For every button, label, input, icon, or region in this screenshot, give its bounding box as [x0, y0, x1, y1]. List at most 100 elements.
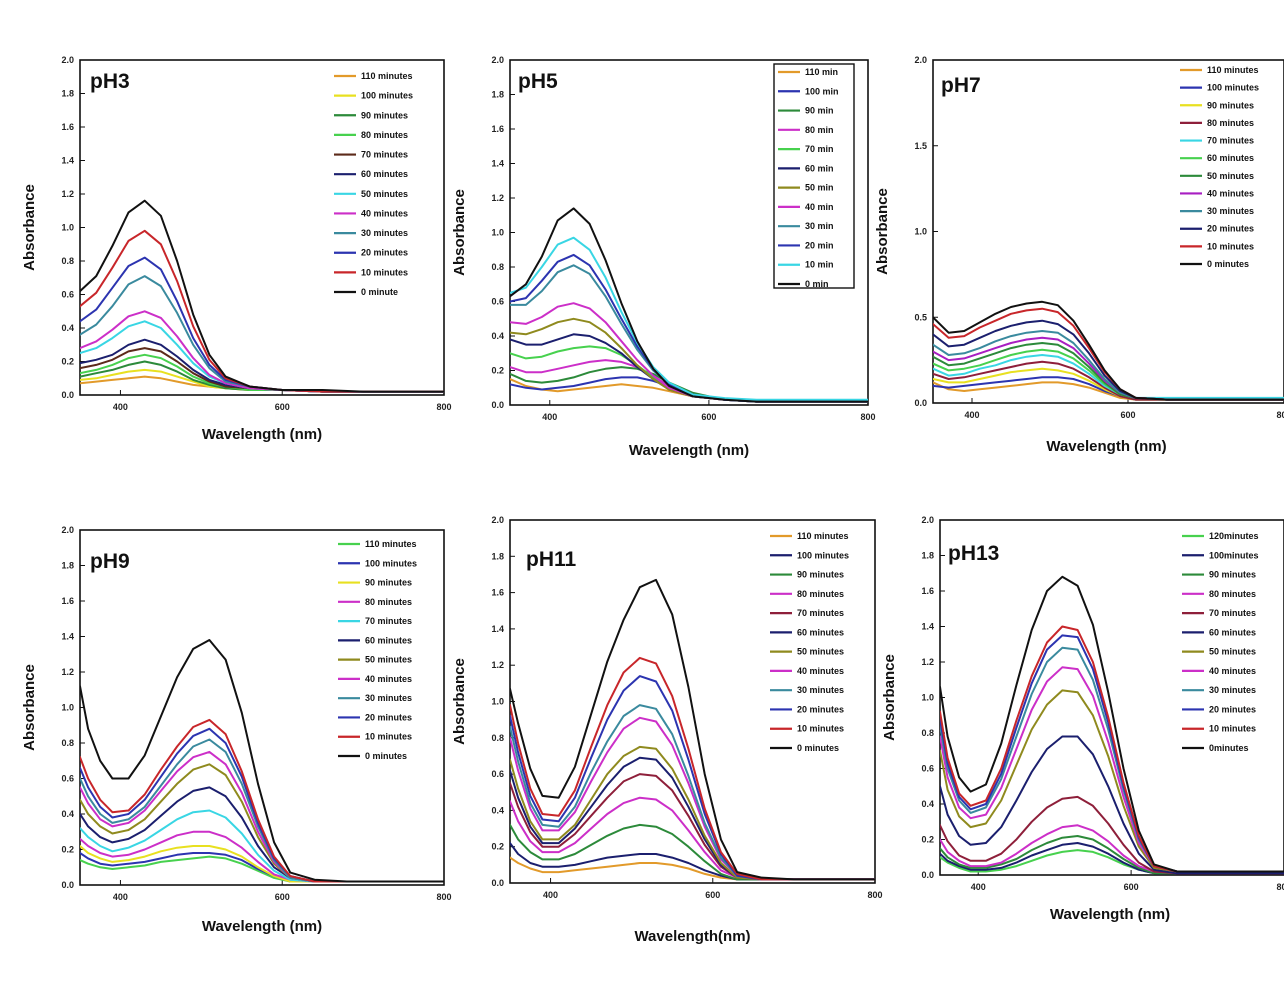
- x-axis-label: Wavelength (nm): [1050, 906, 1170, 923]
- x-tick-label: 600: [705, 890, 720, 900]
- legend-label: 10 minutes: [365, 732, 412, 742]
- y-tick-label: 0.2: [61, 357, 74, 367]
- legend-label: 20 minutes: [797, 704, 844, 714]
- y-tick-label: 0.2: [921, 835, 934, 845]
- y-tick-label: 1.2: [921, 657, 934, 667]
- legend-label: 20 minutes: [1209, 704, 1256, 714]
- series-line: [80, 310, 444, 393]
- legend-label: 30 minutes: [797, 685, 844, 695]
- y-axis-label: Absorbance: [451, 189, 468, 276]
- series-line: [510, 578, 875, 881]
- panel-ph9: 0.0 0.2 0.4 0.6 0.8 1.0 1.2 1.4 1.6 1.8 2.0 400 600 8…: [21, 525, 452, 935]
- legend-label: 10 minutes: [361, 267, 408, 277]
- x-tick-label: 400: [964, 410, 979, 420]
- y-tick-label: 0.0: [921, 870, 934, 880]
- legend-label: 50 minutes: [797, 647, 844, 657]
- panel-ph11: 0.0 0.2 0.4 0.6 0.8 1.0 1.2 1.4 1.6 1.8 2.0 400 600 8…: [451, 515, 883, 945]
- panel-title: pH9: [90, 550, 130, 573]
- y-tick-label: 0.8: [921, 728, 934, 738]
- y-tick-label: 0.6: [491, 769, 504, 779]
- y-tick-label: 0.6: [61, 774, 74, 784]
- panel-title: pH13: [948, 542, 999, 565]
- series-line: [933, 360, 1284, 401]
- legend-label: 40 minutes: [797, 666, 844, 676]
- legend-label: 70 minutes: [1207, 136, 1254, 146]
- y-tick-label: 2.0: [491, 55, 504, 65]
- legend-label: 60 minutes: [1207, 153, 1254, 163]
- legend-label: 100 minutes: [797, 550, 849, 560]
- legend-label: 30 minutes: [1209, 685, 1256, 695]
- y-tick-label: 1.6: [61, 596, 74, 606]
- x-tick-label: 600: [275, 892, 290, 902]
- panel-ph5: 0.0 0.2 0.4 0.6 0.8 1.0 1.2 1.4 1.6 1.8 2.0 400 600 8…: [451, 55, 876, 459]
- y-tick-label: 1.0: [61, 703, 74, 713]
- y-tick-label: 1.6: [921, 586, 934, 596]
- y-tick-label: 0.8: [491, 733, 504, 743]
- x-axis-label: Wavelength(nm): [634, 928, 750, 945]
- legend-label: 90 minutes: [1209, 570, 1256, 580]
- y-tick-label: 0.4: [921, 799, 934, 809]
- legend-label: 60 minutes: [797, 627, 844, 637]
- x-tick-label: 800: [436, 892, 451, 902]
- series-line: [510, 856, 875, 881]
- x-tick-label: 600: [701, 412, 716, 422]
- y-tick-label: 0.8: [491, 262, 504, 272]
- legend-label: 60 minutes: [365, 635, 412, 645]
- legend-label: 70 min: [805, 144, 834, 154]
- legend-label: 20 min: [805, 240, 834, 250]
- legend-label: 10 minutes: [1207, 241, 1254, 251]
- legend-label: 100minutes: [1209, 550, 1259, 560]
- y-tick-label: 1.8: [921, 551, 934, 561]
- y-tick-label: 2.0: [914, 55, 927, 65]
- legend-label: 0 minutes: [1207, 259, 1249, 269]
- legend-label: 0 minute: [361, 287, 398, 297]
- legend-label: 110 minutes: [365, 539, 417, 549]
- legend: 110 minutes 100 minutes 90 minutes 80 minut…: [338, 539, 417, 761]
- x-tick-label: 800: [1276, 410, 1284, 420]
- series-line: [940, 735, 1284, 875]
- y-tick-label: 1.4: [491, 159, 504, 169]
- x-tick-label: 400: [113, 892, 128, 902]
- y-tick-label: 0.4: [491, 331, 504, 341]
- legend-label: 100 minutes: [1207, 83, 1259, 93]
- series-group: [940, 575, 1284, 875]
- legend: 110 minutes 100 minutes 90 minutes 80 minut…: [770, 531, 849, 753]
- y-tick-label: 0.2: [491, 842, 504, 852]
- y-tick-label: 0.8: [61, 738, 74, 748]
- y-axis-label: Absorbance: [21, 664, 38, 751]
- legend-label: 20 minutes: [361, 248, 408, 258]
- legend-label: 70 minutes: [797, 608, 844, 618]
- x-axis-label: Wavelength (nm): [202, 918, 322, 935]
- x-tick-label: 600: [1120, 410, 1135, 420]
- y-tick-label: 0.0: [491, 878, 504, 888]
- legend-label: 80 minutes: [365, 597, 412, 607]
- series-line: [510, 317, 868, 403]
- legend-label: 90 min: [805, 106, 834, 116]
- legend-label: 30 minutes: [365, 693, 412, 703]
- series-line: [80, 639, 444, 883]
- legend-label: 0 minutes: [365, 751, 407, 761]
- series-group: [80, 639, 444, 883]
- legend-label: 40 minutes: [361, 208, 408, 218]
- series-line: [80, 338, 444, 393]
- x-tick-label: 400: [543, 890, 558, 900]
- y-tick-label: 0.2: [61, 845, 74, 855]
- legend-label: 50 minutes: [361, 189, 408, 199]
- legend-label: 110 minutes: [797, 531, 849, 541]
- y-tick-label: 1.8: [491, 90, 504, 100]
- y-tick-label: 1.4: [921, 622, 934, 632]
- y-tick-label: 1.8: [61, 89, 74, 99]
- legend: 110 minutes 100 minutes 90 minutes 80 minut…: [1180, 65, 1259, 269]
- y-tick-label: 1.0: [491, 228, 504, 238]
- legend-label: 50 min: [805, 183, 834, 193]
- y-tick-label: 1.0: [491, 697, 504, 707]
- y-tick-label: 0.0: [914, 398, 927, 408]
- legend-label: 60 minutes: [1209, 627, 1256, 637]
- y-tick-label: 0.2: [491, 366, 504, 376]
- x-axis-label: Wavelength (nm): [1046, 438, 1166, 455]
- legend-label: 100 minutes: [365, 558, 417, 568]
- series-group: [933, 300, 1284, 401]
- y-tick-label: 1.2: [491, 660, 504, 670]
- y-tick-label: 0.6: [921, 764, 934, 774]
- legend-label: 20 minutes: [1207, 224, 1254, 234]
